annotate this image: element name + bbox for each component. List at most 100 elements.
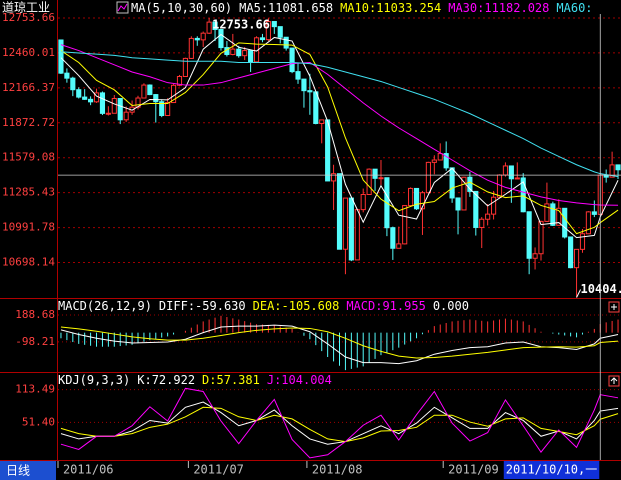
candle-body [360,194,366,211]
y-tick-label: 12166.37 [2,81,55,94]
candle-body [609,164,615,178]
candle-body [64,72,70,79]
candle-body [159,101,165,117]
high-annotation: 12753.66 [212,18,270,32]
candle-body [496,174,503,198]
y-tick-label: 12753.66 [2,11,55,24]
legend-entry: DIFF:-59.630 [159,299,246,313]
candle-body [449,167,455,199]
candle-body [182,57,188,77]
candle-body [372,168,378,179]
candle-body [99,92,106,114]
candle-body [461,176,467,211]
panel-header: KDJ(9,3,3) K:72.922 D:57.381 J:104.004 [58,373,332,387]
candle-body [271,21,277,28]
x-tick-label: 2011/06 [63,463,114,477]
period-label[interactable]: 日线 [6,464,30,478]
candle-body [277,26,283,38]
low-annotation: 10404.49 [581,282,621,296]
candle-body [520,177,526,213]
candle-body [467,176,473,192]
legend-entry: MA(5,10,30,60) [131,1,232,15]
panel-header: MACD(26,12,9) DIFF:-59.630 DEA:-105.608 MAC… [58,299,469,313]
legend-entry: D:57.381 [202,373,260,387]
candle-body [562,207,568,238]
indicator-line [60,401,619,445]
legend-entry: MA10:11033.254 [340,1,441,15]
candle-body [82,96,88,100]
indicator-line [60,387,619,459]
candle-body [212,21,218,31]
candle-body [396,243,402,249]
candle-body [301,78,307,92]
y-tick-label: 10698.14 [2,256,55,269]
candle-body [259,37,266,41]
candle-body [283,36,289,49]
candle-body [242,50,248,57]
panel-expand-button[interactable] [608,375,620,387]
candle-body [366,168,372,196]
candle-body [325,119,331,182]
candle-body [135,97,141,108]
indicator-icon[interactable] [116,1,129,14]
period-box[interactable] [0,461,56,480]
candle-body [147,84,153,96]
candle-body [265,21,271,41]
indicator-line [60,324,619,365]
x-tick-label: 2011/09 [448,463,499,477]
cursor-date-label: 2011/10/10,一 [506,463,597,477]
x-tick-label: 2011/07 [193,463,244,477]
panel-expand-button[interactable] [608,301,620,313]
panel-expand-glyph [610,377,618,384]
indicator-icon-glyph [117,3,128,12]
indicator-line [60,51,619,178]
y-tick-label: 11579.08 [2,151,55,164]
legend-entry: MACD(26,12,9) [58,299,152,313]
panel-expand-glyph [611,304,617,310]
panel-header: MA(5,10,30,60) MA5:11081.658 MA10:11033.25… [131,1,593,15]
candle-body [538,220,544,255]
candle-body [473,190,479,228]
candle-body [342,197,349,250]
y-tick-label: 10991.78 [2,221,55,234]
candle-body [206,21,212,34]
candle-body [289,47,295,73]
candle-body [348,197,354,261]
candle-body [615,164,621,171]
y-tick-label: 188.68 [15,308,55,321]
candle-body [218,29,224,49]
candle-body [123,111,129,121]
candle-body [514,177,520,180]
legend-entry: 0.000 [433,299,469,313]
candle-body [230,48,236,55]
candle-body [141,84,147,99]
candle-body [437,153,443,161]
y-tick-label: 12460.01 [2,46,55,59]
legend-entry: MA5:11081.658 [239,1,333,15]
candle-body [88,98,94,103]
y-tick-label: 113.49 [15,383,55,396]
candle-body [502,165,509,176]
candle-body [479,218,485,228]
candle-body [295,71,301,80]
indicator-line [60,326,619,359]
candle-body [330,173,337,182]
candle-body [111,98,117,114]
candle-body [76,89,82,98]
candle-body [408,187,414,207]
y-tick-label: 11285.43 [2,186,55,199]
candle-body [425,161,431,194]
cursor-date-box [503,461,600,479]
legend-entry: MACD:91.955 [346,299,425,313]
candle-body [443,153,449,169]
candle-body [419,192,426,210]
candle-body [402,205,408,245]
candle-body [579,233,586,250]
candle-body [591,211,597,215]
candle-body [508,165,514,180]
candle-body [165,102,171,117]
candle-body [431,159,437,163]
candle-body [153,94,159,103]
candle-body [390,227,396,249]
